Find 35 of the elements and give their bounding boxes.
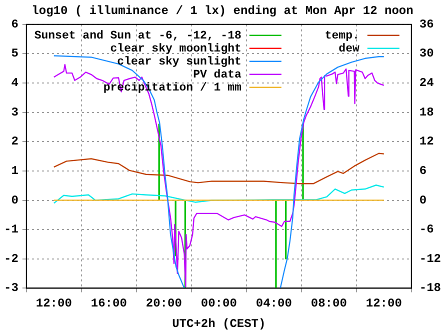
y-tick-label: -1: [4, 222, 18, 237]
x-tick-label: 20:00: [146, 296, 182, 310]
y-tick-label: 1: [11, 164, 18, 178]
legend-label: clear sky moonlight: [110, 42, 242, 56]
y2-tick-label: 30: [419, 46, 434, 61]
y2-tick-label: -12: [419, 252, 442, 266]
legend-label: PV data: [193, 68, 242, 82]
y-tick-label: 2: [11, 134, 18, 149]
y2-tick-label: 36: [419, 17, 434, 32]
y2-tick-label: 18: [419, 105, 434, 120]
x-tick-label: 00:00: [200, 296, 237, 310]
chart-title: log10 ( illuminance / 1 lx) ending at Mon Apr 12 noon: [32, 4, 414, 18]
y2-tick-label: 12: [419, 134, 434, 149]
x-tick-label: 16:00: [90, 296, 127, 310]
x-tick-label: 12:00: [366, 296, 402, 310]
y-tick-label: 6: [11, 17, 18, 32]
x-axis-title: UTC+2h (CEST): [172, 316, 266, 331]
legend-label: temp.: [324, 29, 360, 42]
y-tick-label: 3: [11, 105, 18, 120]
y2-tick-label: 0: [419, 193, 427, 208]
y-tick-label: 4: [11, 76, 18, 90]
y-tick-label: -3: [4, 281, 18, 296]
x-tick-label: 12:00: [36, 296, 72, 310]
x-tick-label: 04:00: [256, 296, 292, 310]
x-tick-label: 08:00: [310, 296, 347, 310]
y2-tick-label: -18: [419, 281, 442, 296]
y-tick-label: 0: [11, 193, 18, 208]
y-tick-label: -2: [4, 252, 18, 266]
y-tick-label: 5: [11, 46, 18, 61]
legend-label: dew: [338, 42, 360, 56]
y2-tick-label: -6: [419, 222, 434, 237]
legend-label: Sunset and Sun at -6, -12, -18: [34, 29, 242, 42]
y2-tick-label: 6: [419, 164, 427, 178]
y2-tick-label: 24: [419, 76, 434, 90]
legend-label: clear sky sunlight: [117, 55, 242, 68]
